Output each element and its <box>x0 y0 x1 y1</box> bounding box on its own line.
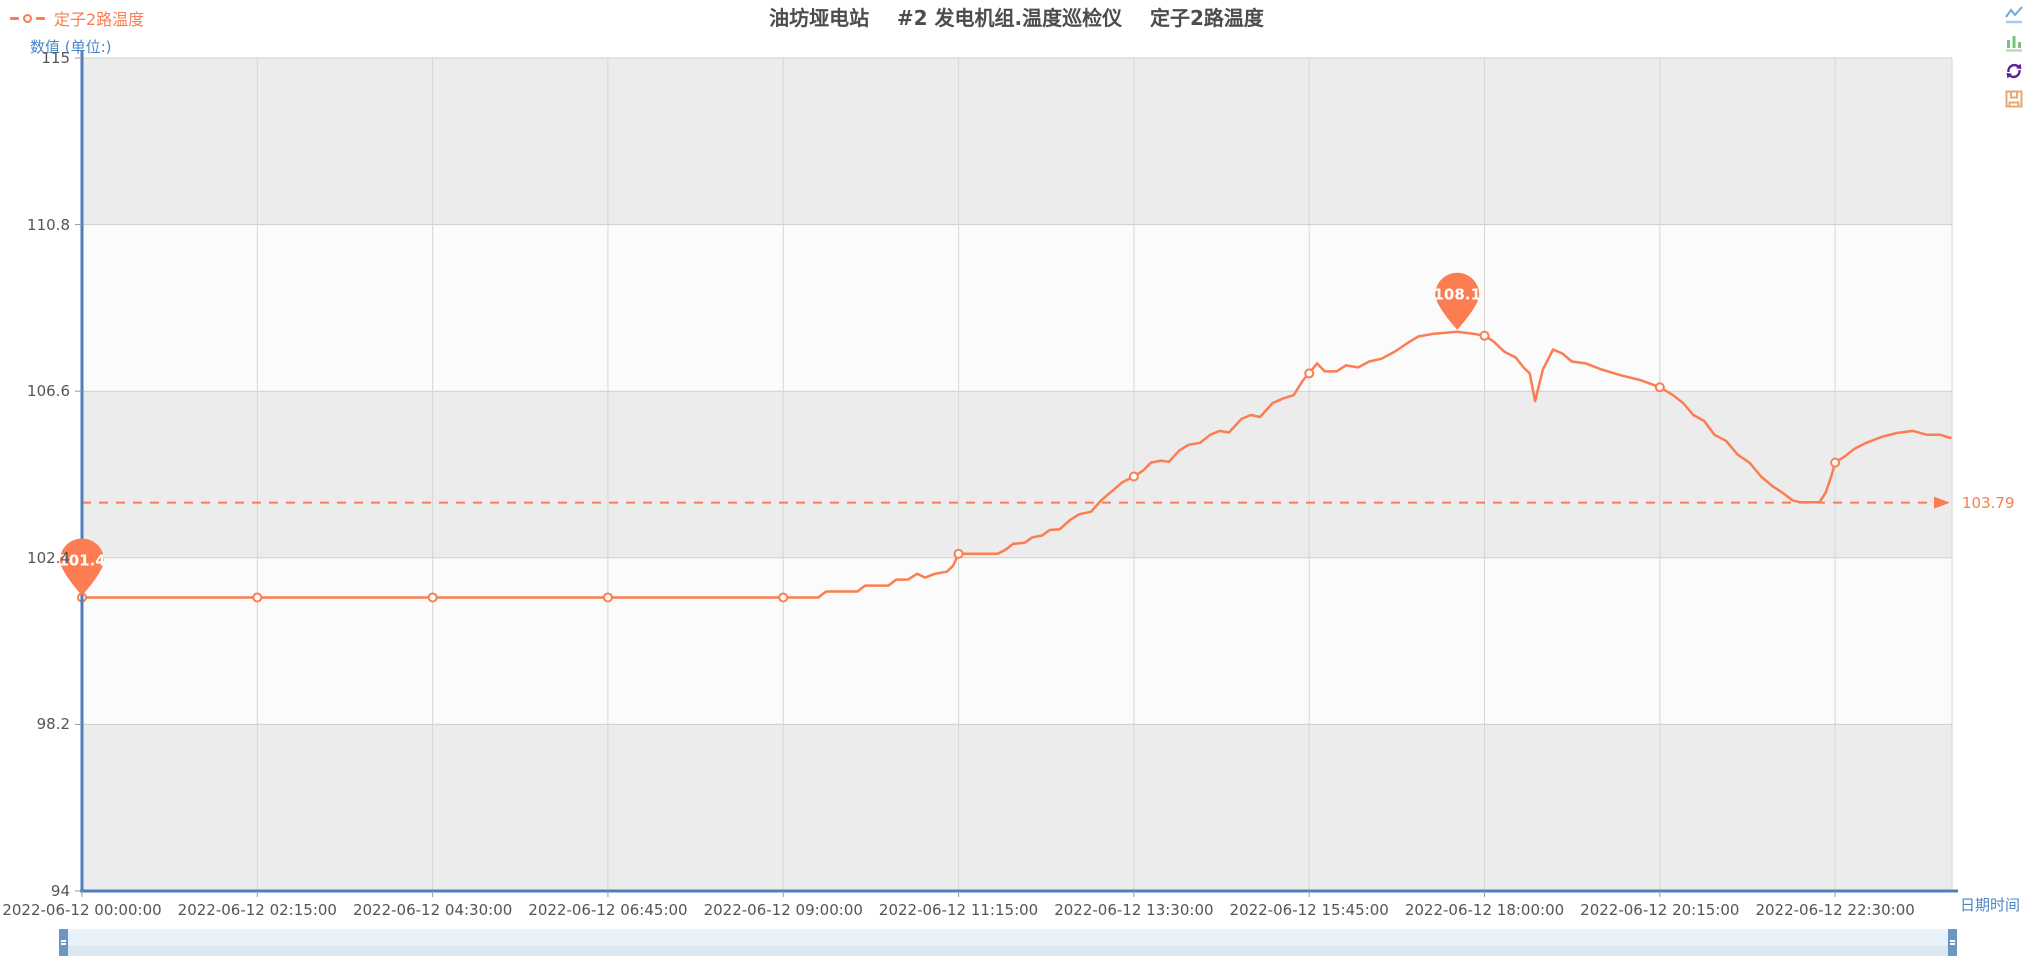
save-image-icon[interactable] <box>2003 88 2025 110</box>
restore-icon[interactable] <box>2003 60 2025 82</box>
data-point-symbol[interactable] <box>778 592 789 603</box>
y-tick-label: 102.4 <box>27 548 70 567</box>
datazoom-left-handle-grip <box>61 940 66 945</box>
max-markpoint-label: 108.1 <box>1434 286 1481 304</box>
legend-item-series[interactable]: 定子2路温度 <box>10 6 144 30</box>
x-tick-label: 2022-06-12 22:30:00 <box>1755 901 1915 919</box>
min-markpoint[interactable]: 101.4 <box>58 538 106 596</box>
min-markpoint-label: 101.4 <box>58 551 105 569</box>
average-markline-arrow <box>1934 496 1950 509</box>
x-tick-label: 2022-06-12 02:15:00 <box>177 901 337 919</box>
x-tick-label: 2022-06-12 11:15:00 <box>878 901 1039 919</box>
data-point-symbol[interactable] <box>1830 457 1841 468</box>
average-markline-label: 103.79 <box>1962 493 2015 512</box>
legend-line-left <box>10 16 19 20</box>
x-tick-label: 2022-06-12 13:30:00 <box>1054 901 1214 919</box>
x-tick-label: 2022-06-12 09:00:00 <box>703 901 863 919</box>
data-point-symbol[interactable] <box>427 592 438 603</box>
bar-chart-icon[interactable] <box>2003 32 2025 54</box>
max-markpoint-shape <box>1435 272 1480 330</box>
y-tick-label: 115 <box>41 49 70 67</box>
data-point-symbol[interactable] <box>602 592 613 603</box>
max-markpoint[interactable]: 108.1 <box>1434 272 1481 330</box>
legend-label: 定子2路温度 <box>54 10 145 29</box>
data-point-symbol[interactable] <box>1128 471 1139 482</box>
split-area-band <box>82 391 1952 558</box>
series-line[interactable] <box>80 330 1952 599</box>
x-tick-label: 2022-06-12 06:45:00 <box>528 901 688 919</box>
split-area-band <box>82 724 1952 891</box>
x-tick-label: 2022-06-12 15:45:00 <box>1229 901 1389 919</box>
min-markpoint-shape <box>60 538 104 596</box>
x-tick-label: 2022-06-12 20:15:00 <box>1580 901 1740 919</box>
data-point-symbol[interactable] <box>1479 330 1490 341</box>
data-point-symbol[interactable] <box>1304 368 1315 379</box>
data-point-symbol[interactable] <box>252 592 263 603</box>
y-tick-label: 110.8 <box>27 215 70 234</box>
datazoom-right-handle[interactable] <box>1948 929 1957 956</box>
x-tick-label: 2022-06-12 04:30:00 <box>352 901 513 919</box>
data-point-symbol[interactable] <box>1654 382 1665 393</box>
y-tick-label: 94 <box>50 882 70 900</box>
line-chart-icon[interactable] <box>2003 4 2025 26</box>
y-tick-label: 98.2 <box>36 715 70 734</box>
split-area-band <box>82 557 1952 725</box>
y-tick-label: 106.6 <box>27 382 70 401</box>
datazoom-right-handle-grip <box>1950 940 1955 945</box>
legend-circle-marker <box>23 13 32 23</box>
legend-line-right <box>36 16 45 20</box>
datazoom-data-shadow <box>63 946 1953 956</box>
y-axis-name: 数值 (单位:) <box>30 38 112 56</box>
datazoom-left-handle[interactable] <box>59 929 68 956</box>
x-tick-label: 2022-06-12 00:00:00 <box>2 901 162 919</box>
chart-title: 油坊垭电站 #2 发电机组.温度巡检仪 定子2路温度 <box>769 6 1264 30</box>
data-point-symbol[interactable] <box>953 548 964 559</box>
split-area-band <box>82 58 1952 225</box>
x-tick-label: 2022-06-12 18:00:00 <box>1404 901 1565 919</box>
x-axis-name: 日期时间 <box>1960 896 2021 914</box>
toolbox <box>2003 4 2025 110</box>
datazoom-slider[interactable] <box>59 929 1957 956</box>
split-area-band <box>82 224 1952 392</box>
